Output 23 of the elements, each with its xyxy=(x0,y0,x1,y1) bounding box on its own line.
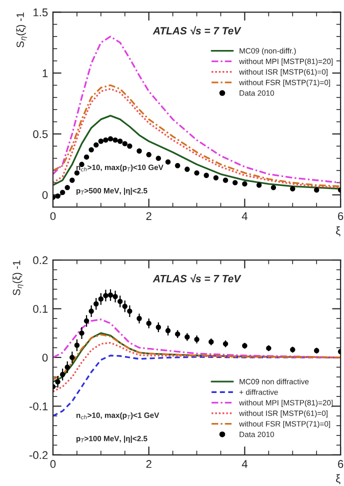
annotation: ATLAS √s = 7 TeV xyxy=(152,26,242,34)
x-tick-label: 2 xyxy=(146,212,152,220)
y-tick-label: -0.2 xyxy=(29,451,48,460)
x-tick-label: 0 xyxy=(50,212,56,220)
y-axis-title: S$_{η}$(ξ) -1 xyxy=(12,260,24,296)
y-tick-label: 0 xyxy=(42,354,48,362)
annotation: ATLAS √s = 7 TeV xyxy=(152,274,242,282)
x-tick-label: 4 xyxy=(242,460,248,468)
y-tick-label: 1 xyxy=(42,69,48,78)
y-tick-label: 0.1 xyxy=(33,305,48,313)
x-tick-label: 4 xyxy=(242,212,248,220)
x-tick-label: 6 xyxy=(338,212,344,220)
x-tick-label: 2 xyxy=(146,460,152,468)
y-tick-label: 0.2 xyxy=(33,256,48,264)
y-tick-label: -0.1 xyxy=(29,402,48,410)
y-tick-label: 1.5 xyxy=(34,8,48,16)
x-tick-label: 6 xyxy=(338,460,344,468)
y-axis-title: S$_{η}$(ξ) -1 xyxy=(16,12,28,48)
x-axis-title: ξ xyxy=(336,474,340,484)
y-tick-label: 0.5 xyxy=(33,130,48,138)
x-axis-title: ξ xyxy=(336,226,340,236)
y-tick-label: 0 xyxy=(42,191,48,199)
x-tick-label: 0 xyxy=(50,460,56,468)
